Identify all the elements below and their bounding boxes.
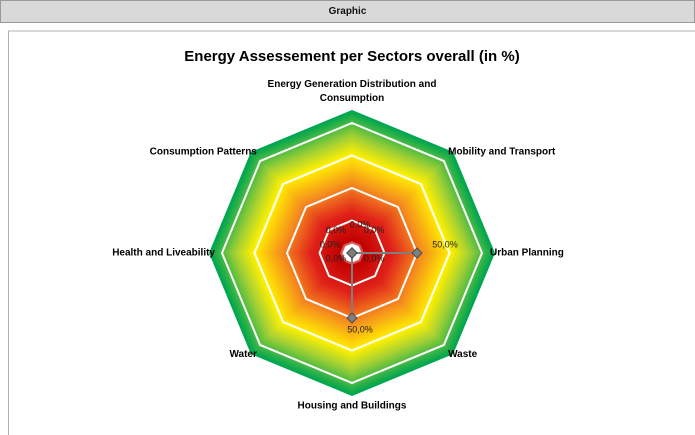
category-label: Mobility and Transport — [448, 147, 556, 158]
marker — [346, 247, 358, 259]
data-label: 50,0% — [347, 324, 373, 334]
category-label: Consumption Patterns — [150, 147, 258, 158]
grid-line — [253, 154, 451, 352]
data-label: 0,0% — [364, 225, 385, 235]
data-label: 0,0% — [364, 254, 385, 264]
category-label: Housing and Buildings — [298, 401, 407, 412]
category-label: Energy Generation Distribution and Consum… — [268, 79, 437, 104]
category-label: Waste — [448, 349, 478, 360]
data-label: 0,0% — [350, 219, 371, 229]
marker — [411, 247, 423, 259]
category-label: Water — [229, 349, 257, 360]
grid-line — [220, 121, 484, 385]
chart-title: Energy Assessement per Sectors overall (… — [184, 48, 519, 65]
data-label: 0,0% — [326, 254, 347, 264]
marker — [346, 312, 358, 324]
data-label: 50,0% — [432, 239, 458, 249]
data-label: 0,0% — [326, 225, 347, 235]
data-label: 0,0% — [320, 239, 341, 249]
category-label: Health and Liveability — [112, 248, 215, 259]
category-label: Urban Planning — [490, 248, 564, 259]
